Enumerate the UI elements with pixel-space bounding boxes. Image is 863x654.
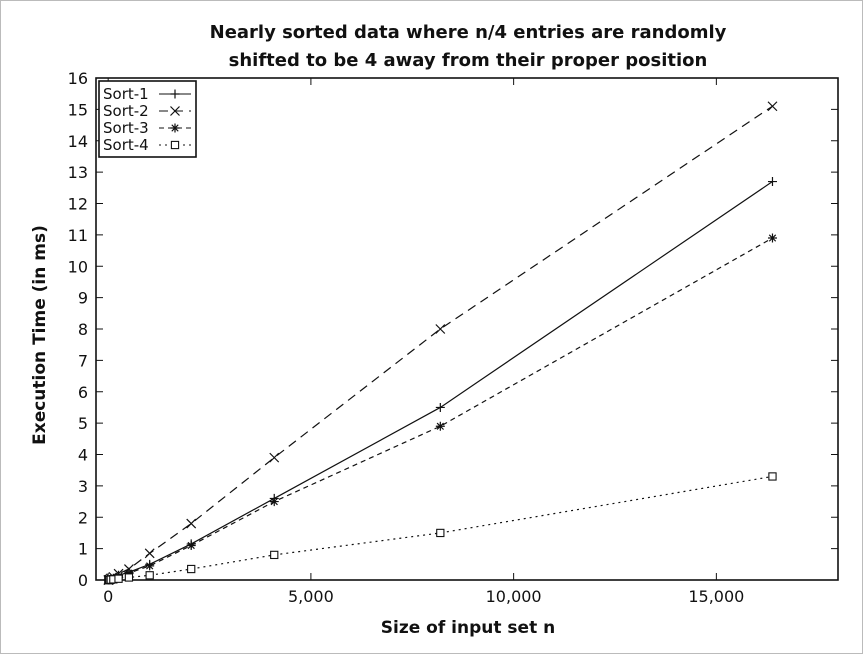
- chart-title-line-2: shifted to be 4 away from their proper p…: [229, 50, 708, 71]
- y-tick-label: 13: [68, 163, 88, 182]
- chart-title-line-1: Nearly sorted data where n/4 entries are…: [210, 22, 727, 43]
- x-tick-label: 15,000: [688, 587, 744, 606]
- data-point: [767, 101, 778, 112]
- y-tick-label: 9: [78, 289, 88, 308]
- y-tick-label: 10: [68, 257, 88, 276]
- y-tick-label: 12: [68, 195, 88, 214]
- data-point: [767, 177, 777, 187]
- y-tick-label: 6: [78, 383, 88, 402]
- y-tick-label: 4: [78, 446, 88, 465]
- data-point: [768, 472, 777, 481]
- legend-label: Sort-2: [103, 102, 149, 120]
- data-point: [436, 528, 445, 538]
- y-tick-label: 11: [68, 226, 88, 245]
- y-axis-label: Execution Time (in ms): [30, 225, 50, 445]
- data-point: [186, 518, 197, 529]
- data-point: [114, 574, 123, 583]
- legend-label: Sort-1: [103, 85, 149, 103]
- series-4: [104, 472, 777, 585]
- data-point: [435, 324, 446, 334]
- data-point: [269, 497, 279, 507]
- y-tick-label: 8: [78, 320, 88, 339]
- x-tick-label: 10,000: [486, 587, 542, 606]
- data-point: [145, 571, 154, 580]
- x-tick-label: 5,000: [288, 587, 334, 606]
- legend-marker: [170, 140, 180, 150]
- data-point: [145, 561, 155, 571]
- y-tick-label: 5: [78, 414, 88, 433]
- y-tick-label: 15: [68, 100, 88, 119]
- data-point: [269, 452, 280, 463]
- y-tick-label: 3: [78, 477, 88, 496]
- data-point: [435, 402, 445, 412]
- legend-marker: [170, 89, 180, 99]
- legend-marker: [170, 123, 180, 133]
- y-tick-label: 2: [78, 508, 88, 527]
- data-point: [144, 548, 155, 559]
- y-tick-label: 16: [68, 69, 88, 88]
- data-point: [186, 540, 196, 550]
- x-axis-label: Size of input set n: [381, 618, 555, 638]
- data-point: [124, 573, 134, 582]
- legend-label: Sort-3: [103, 119, 149, 137]
- legend-label: Sort-4: [103, 136, 149, 154]
- data-point: [187, 564, 196, 574]
- data-point: [767, 233, 777, 243]
- data-point: [270, 550, 279, 560]
- y-tick-label: 7: [78, 351, 88, 370]
- y-tick-label: 0: [78, 571, 88, 590]
- data-point: [435, 421, 445, 431]
- y-tick-label: 1: [78, 540, 88, 559]
- legend-marker: [170, 106, 180, 116]
- data-point: [124, 568, 134, 578]
- x-tick-label: 0: [103, 587, 113, 606]
- y-tick-label: 14: [68, 132, 88, 151]
